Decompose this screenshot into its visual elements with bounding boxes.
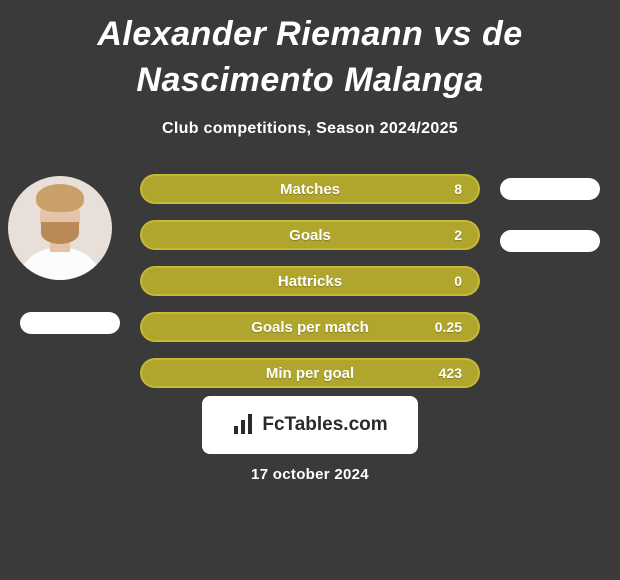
stat-bar: Min per goal423	[140, 358, 480, 388]
stat-bar-label: Goals per match	[140, 312, 480, 342]
footer-date: 17 october 2024	[0, 466, 620, 483]
player2-team-pill-1	[500, 178, 600, 200]
comparison-title: Alexander Riemann vs de Nascimento Malan…	[0, 12, 620, 104]
stat-bar-value: 2	[454, 220, 462, 250]
stat-bar-label: Matches	[140, 174, 480, 204]
stat-bar-label: Min per goal	[140, 358, 480, 388]
stat-bar-value: 423	[439, 358, 462, 388]
stat-bar-label: Hattricks	[140, 266, 480, 296]
stat-bar: Matches8	[140, 174, 480, 204]
stat-bar: Hattricks0	[140, 266, 480, 296]
stat-bar: Goals per match0.25	[140, 312, 480, 342]
player2-team-pill-2	[500, 230, 600, 252]
stat-bar-label: Goals	[140, 220, 480, 250]
stat-bar: Goals2	[140, 220, 480, 250]
player1-avatar	[8, 176, 112, 280]
comparison-subtitle: Club competitions, Season 2024/2025	[0, 120, 620, 138]
player1-team-pill	[20, 312, 120, 334]
stat-bars: Matches8Goals2Hattricks0Goals per match0…	[140, 174, 480, 404]
bar-chart-icon	[232, 414, 256, 436]
footer-brand-text: FcTables.com	[262, 414, 387, 436]
footer-brand: FcTables.com	[202, 396, 418, 454]
stat-bar-value: 0	[454, 266, 462, 296]
stat-bar-value: 8	[454, 174, 462, 204]
stat-bar-value: 0.25	[435, 312, 462, 342]
